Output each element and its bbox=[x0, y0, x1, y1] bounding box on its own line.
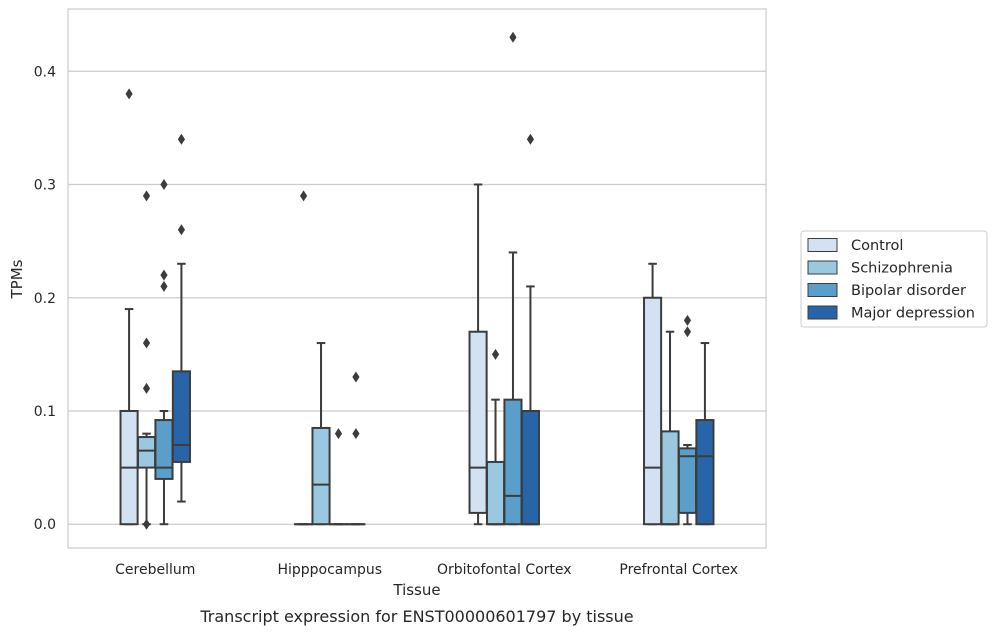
x-tick-label: Orbitofontal Cortex bbox=[437, 562, 572, 578]
box-3-1 bbox=[660, 330, 680, 526]
outlier-point bbox=[160, 269, 168, 281]
outlier-point bbox=[683, 314, 692, 326]
box-1-2 bbox=[328, 428, 349, 526]
outlier-point bbox=[334, 428, 343, 440]
x-tick-label: Prefrontal Cortex bbox=[619, 562, 738, 578]
legend-label: Major depression bbox=[851, 306, 975, 322]
outlier-point bbox=[160, 179, 168, 191]
box bbox=[677, 447, 698, 514]
y-tick-label: 0.3 bbox=[34, 178, 56, 194]
outlier-point bbox=[142, 518, 151, 530]
y-tick-label: 0.1 bbox=[34, 404, 56, 420]
x-tick-label: Cerebellum bbox=[115, 562, 195, 578]
box bbox=[485, 460, 506, 526]
outlier-point bbox=[526, 133, 535, 145]
legend-frame bbox=[800, 230, 988, 328]
y-tick-label: 0.0 bbox=[34, 517, 56, 533]
box bbox=[660, 430, 680, 526]
y-axis-label: TPMs bbox=[8, 259, 26, 299]
box-3-0 bbox=[643, 262, 663, 526]
outlier-point bbox=[142, 337, 151, 349]
outlier-point bbox=[177, 133, 186, 145]
y-tick-label: 0.2 bbox=[34, 291, 56, 307]
legend-label: Schizophrenia bbox=[851, 261, 953, 277]
x-axis-label: Tissue bbox=[392, 581, 440, 599]
box bbox=[695, 419, 715, 526]
box-1-1 bbox=[311, 342, 331, 526]
legend-swatch bbox=[807, 260, 838, 275]
y-tick-labels: 0.0 0.1 0.2 0.3 0.4 bbox=[34, 64, 56, 533]
box-0-1 bbox=[136, 190, 157, 530]
x-tick-label: Hipppocampus bbox=[277, 562, 382, 578]
outlier-point bbox=[683, 326, 692, 338]
box bbox=[311, 426, 331, 526]
box-2-3 bbox=[520, 133, 540, 526]
outlier-point bbox=[352, 371, 360, 383]
box bbox=[520, 409, 540, 526]
box-0-3 bbox=[171, 133, 191, 503]
box-3-2 bbox=[677, 314, 698, 526]
box bbox=[136, 436, 157, 469]
legend: Control Schizophrenia Bipolar disorder Majo… bbox=[800, 230, 988, 328]
box-3-3 bbox=[695, 342, 715, 526]
legend-label: Bipolar disorder bbox=[851, 283, 966, 299]
box-2-2 bbox=[503, 31, 523, 526]
outlier-point bbox=[352, 428, 360, 440]
legend-swatch bbox=[807, 305, 838, 320]
box bbox=[643, 296, 663, 526]
legend-label: Control bbox=[851, 238, 903, 254]
outlier-point bbox=[177, 224, 186, 236]
legend-swatch bbox=[807, 283, 838, 297]
outlier-point bbox=[142, 190, 151, 202]
plot-frame bbox=[67, 8, 767, 549]
box bbox=[154, 419, 174, 480]
outlier-point bbox=[125, 88, 133, 100]
outlier-point bbox=[160, 280, 168, 292]
box bbox=[171, 370, 191, 463]
y-tick-label: 0.4 bbox=[34, 64, 56, 80]
outlier-point bbox=[299, 190, 308, 202]
box-1-3 bbox=[346, 371, 366, 526]
box-0-2 bbox=[154, 179, 174, 526]
box-2-0 bbox=[468, 183, 488, 526]
outlier-point bbox=[142, 382, 151, 394]
box-0-0 bbox=[119, 88, 139, 526]
x-tick-labels: Cerebellum Hipppocampus Orbitofontal Corte… bbox=[115, 562, 738, 578]
legend-swatch bbox=[807, 238, 838, 252]
chart-caption: Transcript expression for ENST0000060179… bbox=[199, 607, 633, 626]
outlier-point bbox=[509, 31, 517, 43]
box bbox=[468, 330, 488, 514]
box-groups bbox=[119, 31, 715, 530]
outlier-point bbox=[491, 348, 500, 360]
box bbox=[503, 398, 523, 526]
